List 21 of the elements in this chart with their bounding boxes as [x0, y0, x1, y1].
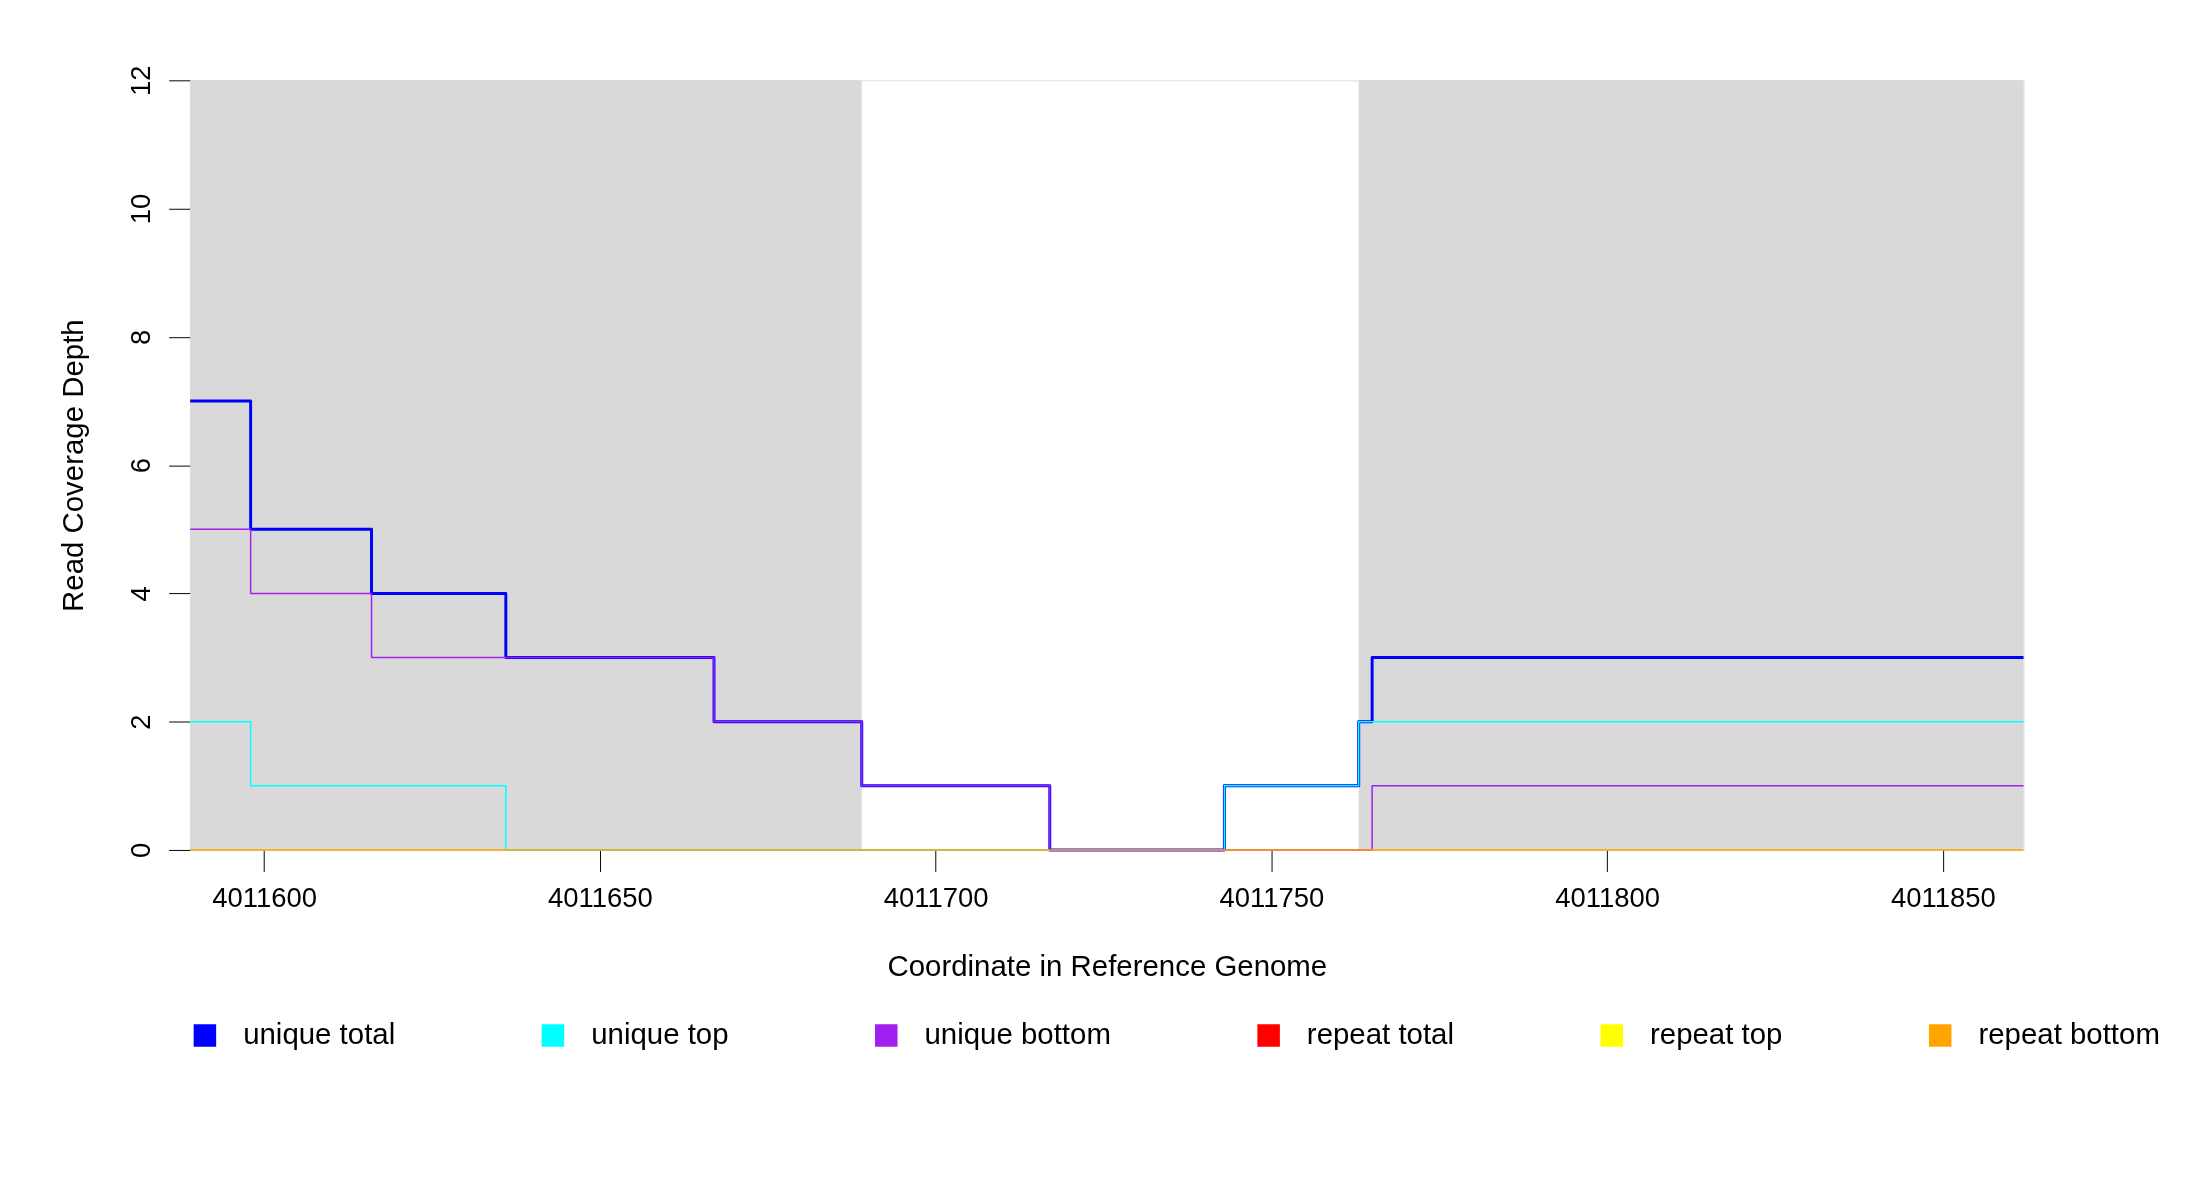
legend-label: unique top — [591, 1017, 729, 1051]
x-tick-label: 4011750 — [1219, 882, 1325, 914]
y-tick-label: 2 — [124, 714, 156, 730]
x-tick-label: 4011800 — [1555, 882, 1661, 914]
y-tick-label: 4 — [124, 586, 156, 602]
legend-label: unique total — [243, 1017, 396, 1051]
y-tick-label: 10 — [124, 193, 156, 225]
legend-label: repeat top — [1650, 1017, 1783, 1051]
x-tick-label: 4011600 — [212, 882, 317, 914]
y-tick-label: 8 — [124, 329, 156, 345]
x-axis-title: Coordinate in Reference Genome — [887, 948, 1328, 982]
y-tick-label: 6 — [124, 458, 156, 474]
y-tick-label: 12 — [124, 65, 156, 97]
y-tick-label: 0 — [124, 842, 156, 859]
x-tick-label: 4011850 — [1891, 882, 1996, 914]
y-axis-title: Read Coverage Depth — [55, 319, 89, 612]
legend-label: repeat total — [1306, 1017, 1454, 1051]
legend-label: repeat bottom — [1978, 1017, 2160, 1051]
legend-label: unique bottom — [924, 1017, 1111, 1051]
x-tick-label: 4011650 — [547, 882, 653, 914]
x-tick-label: 4011700 — [883, 882, 989, 914]
